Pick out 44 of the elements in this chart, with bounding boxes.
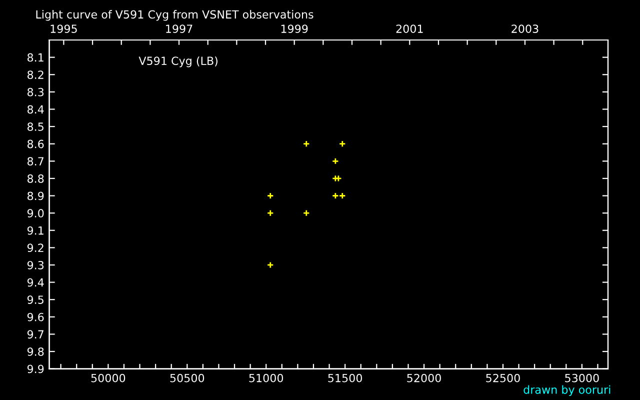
y-tick-label: 8.7 [28,157,44,166]
y-tick-label: 9.0 [27,209,44,218]
x2-tick-label: 2003 [512,24,538,33]
x-tick-label: 53000 [565,374,599,382]
y-tick-label: 9.2 [27,244,44,252]
point [332,158,339,165]
point [266,210,274,217]
point [338,192,346,200]
x2-tick-label: 1997 [166,24,192,33]
y-tick-label: 9.1 [27,226,44,235]
y-tick-label: 8.9 [28,192,44,200]
x2-tick-label: 1999 [281,24,308,33]
y-tick-label: 8.5 [28,122,44,131]
y-tick-label: 9.3 [27,260,44,270]
chart-title: Light curve of V591 Cyg from VSNET observations [36,10,314,21]
x-tick-label: 51000 [249,374,284,382]
x-tick-label: 50500 [170,374,204,382]
y-tick-label: 9.9 [27,364,44,374]
point [338,140,346,148]
point [266,192,274,200]
y-tick-label: 9.8 [27,347,44,356]
x-tick-label: 50000 [91,374,126,382]
point [332,174,339,182]
y-tick-label: 8.1 [28,53,44,62]
y-tick-label: 8.6 [28,140,44,148]
point [302,210,310,217]
annotation: V591 Cyg (LB) [138,56,218,68]
text: drawn by ooruri [524,385,610,396]
y-tick-label: 8.2 [28,70,44,79]
x-tick-label: 52000 [407,374,441,382]
y-tick-label: 8.8 [28,174,44,183]
point [302,140,310,148]
x-tick-label: 51500 [328,374,362,382]
y-tick-label: 9.5 [27,296,44,304]
x2-tick-label: 2001 [396,24,423,33]
y-tick-label: 9.6 [27,312,44,322]
y-tick-label: 9.4 [27,278,44,287]
x2-tick-label: 1995 [50,24,77,33]
y-tick-label: 8.3 [28,88,44,96]
point [266,261,274,268]
point [332,192,339,200]
x-tick-label: 52500 [486,374,520,382]
y-tick-label: 8.4 [28,105,44,114]
y-tick-label: 9.7 [27,330,44,339]
